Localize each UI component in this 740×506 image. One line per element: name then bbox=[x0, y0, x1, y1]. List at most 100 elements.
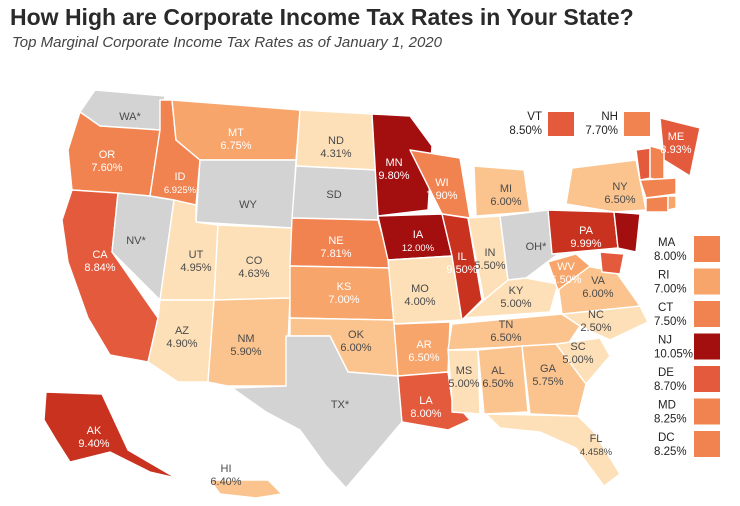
state-wv-shape bbox=[547, 253, 591, 291]
state-ne-code: NE bbox=[328, 235, 343, 247]
northeast-state-shape bbox=[639, 177, 677, 199]
state-me-rate: 8.93% bbox=[660, 144, 691, 156]
callout-vt: VT 8.50% bbox=[509, 111, 574, 137]
state-mi-rate: 6.00% bbox=[490, 196, 521, 208]
state-wy-shape bbox=[195, 159, 297, 229]
state-nm-shape bbox=[207, 297, 291, 387]
state-tn-shape bbox=[447, 313, 581, 351]
state-wi-rate: 7.90% bbox=[426, 190, 457, 202]
state-ar-code: AR bbox=[416, 339, 431, 351]
state-ga-shape bbox=[521, 343, 587, 417]
state-ms-rate: 5.00% bbox=[448, 378, 479, 390]
state-id-code: ID bbox=[175, 171, 186, 183]
callout-ma: MA 8.00% bbox=[654, 236, 720, 263]
state-nm-rate: 5.90% bbox=[230, 346, 261, 358]
callout-nj-code: NJ bbox=[658, 335, 672, 347]
state-ca-rate: 8.84% bbox=[84, 262, 115, 274]
state-oh-shape bbox=[499, 209, 559, 281]
state-mi-code: MI bbox=[500, 183, 512, 195]
state-nc-rate: 2.50% bbox=[580, 322, 611, 334]
state-ga-rate: 5.75% bbox=[532, 376, 563, 388]
state-mo-rate: 4.00% bbox=[404, 296, 435, 308]
callout-ri-rate: 7.00% bbox=[654, 284, 687, 296]
state-az-code: AZ bbox=[175, 325, 189, 337]
callout-nh-code: NH bbox=[601, 111, 618, 123]
callout-dc-rate: 8.25% bbox=[654, 446, 687, 458]
state-la-code: LA bbox=[419, 395, 433, 407]
callout-de: DE 8.70% bbox=[654, 366, 720, 393]
state-nd-code: ND bbox=[328, 135, 344, 147]
state-pa-rate: 9.99% bbox=[570, 238, 601, 250]
callout-vt-rate: 8.50% bbox=[509, 125, 542, 137]
state-ak-code: AK bbox=[87, 425, 102, 437]
state-sc-shape bbox=[555, 337, 611, 385]
callout-nj: NJ 10.05% bbox=[654, 333, 720, 361]
state-az-rate: 4.90% bbox=[166, 338, 197, 350]
state-fl-code: FL bbox=[590, 433, 603, 445]
state-ak-rate: 9.40% bbox=[78, 438, 109, 450]
state-mo-code: MO bbox=[411, 283, 429, 295]
callout-ma-rate: 8.00% bbox=[654, 251, 687, 263]
callout-md: MD 8.25% bbox=[654, 398, 720, 426]
state-ms-shape bbox=[447, 349, 481, 415]
state-al-rate: 6.50% bbox=[482, 378, 513, 390]
state-sc-code: SC bbox=[570, 341, 585, 353]
state-ut-code: UT bbox=[189, 249, 204, 261]
state-oh-code: OH* bbox=[526, 241, 548, 253]
state-ks-shape bbox=[289, 265, 395, 321]
state-nv-code: NV* bbox=[126, 235, 146, 247]
callout-nj-rate: 10.05% bbox=[654, 349, 693, 361]
callout-md-code: MD bbox=[658, 400, 676, 412]
state-sd-code: SD bbox=[326, 189, 341, 201]
state-id-rate: 6.925% bbox=[164, 185, 197, 196]
state-al-shape bbox=[477, 345, 529, 415]
callout-ri-swatch bbox=[694, 268, 720, 295]
callout-de-rate: 8.70% bbox=[654, 381, 687, 393]
callout-dc: DC 8.25% bbox=[654, 431, 720, 458]
state-tx-shape bbox=[231, 335, 403, 489]
state-ne-rate: 7.81% bbox=[320, 248, 351, 260]
state-nd-rate: 4.31% bbox=[320, 148, 351, 160]
callout-de-swatch bbox=[694, 366, 720, 392]
state-nc-code: NC bbox=[588, 309, 604, 321]
state-hi-rate: 6.40% bbox=[210, 476, 241, 488]
state-hi-shape bbox=[209, 479, 283, 499]
callout-vt-swatch bbox=[548, 112, 574, 136]
state-ga-code: GA bbox=[540, 363, 557, 375]
state-pa-code: PA bbox=[579, 225, 594, 237]
state-ny-rate: 6.50% bbox=[604, 194, 635, 206]
callout-nh-rate: 7.70% bbox=[585, 125, 618, 137]
state-in-code: IN bbox=[485, 247, 496, 259]
state-il-rate: 9.50% bbox=[446, 264, 477, 276]
state-ar-rate: 6.50% bbox=[408, 352, 439, 364]
state-mn-code: MN bbox=[385, 157, 402, 169]
state-mn-rate: 9.80% bbox=[378, 170, 409, 182]
state-mt-code: MT bbox=[228, 127, 244, 139]
callout-dc-code: DC bbox=[658, 432, 675, 444]
callout-md-swatch bbox=[694, 398, 720, 425]
callout-vt-code: VT bbox=[527, 111, 542, 123]
state-il-code: IL bbox=[457, 251, 466, 263]
northeast-state-shape bbox=[645, 195, 669, 213]
state-ks-code: KS bbox=[337, 281, 352, 293]
state-ut-rate: 4.95% bbox=[180, 262, 211, 274]
state-fl-shape bbox=[485, 413, 621, 487]
northeast-state-shape bbox=[599, 251, 625, 275]
state-va-rate: 6.00% bbox=[582, 288, 613, 300]
state-la-rate: 8.00% bbox=[410, 408, 441, 420]
state-or-code: OR bbox=[99, 149, 116, 161]
map-subtitle: Top Marginal Corporate Income Tax Rates … bbox=[12, 34, 442, 51]
state-ia-code: IA bbox=[413, 229, 424, 241]
callout-dc-swatch bbox=[694, 431, 720, 457]
state-ny-shape bbox=[565, 159, 647, 213]
callout-ri: RI 7.00% bbox=[654, 268, 720, 296]
map-title: How High are Corporate Income Tax Rates … bbox=[10, 4, 634, 30]
state-al-code: AL bbox=[491, 365, 504, 377]
state-nm-code: NM bbox=[237, 333, 254, 345]
state-wv-rate: 6.50% bbox=[550, 274, 581, 286]
callout-ct: CT 7.50% bbox=[654, 301, 720, 328]
state-or-rate: 7.60% bbox=[91, 162, 122, 174]
state-mt-rate: 6.75% bbox=[220, 140, 251, 152]
callout-ma-swatch bbox=[694, 236, 720, 262]
callout-nh: NH 7.70% bbox=[585, 111, 650, 137]
